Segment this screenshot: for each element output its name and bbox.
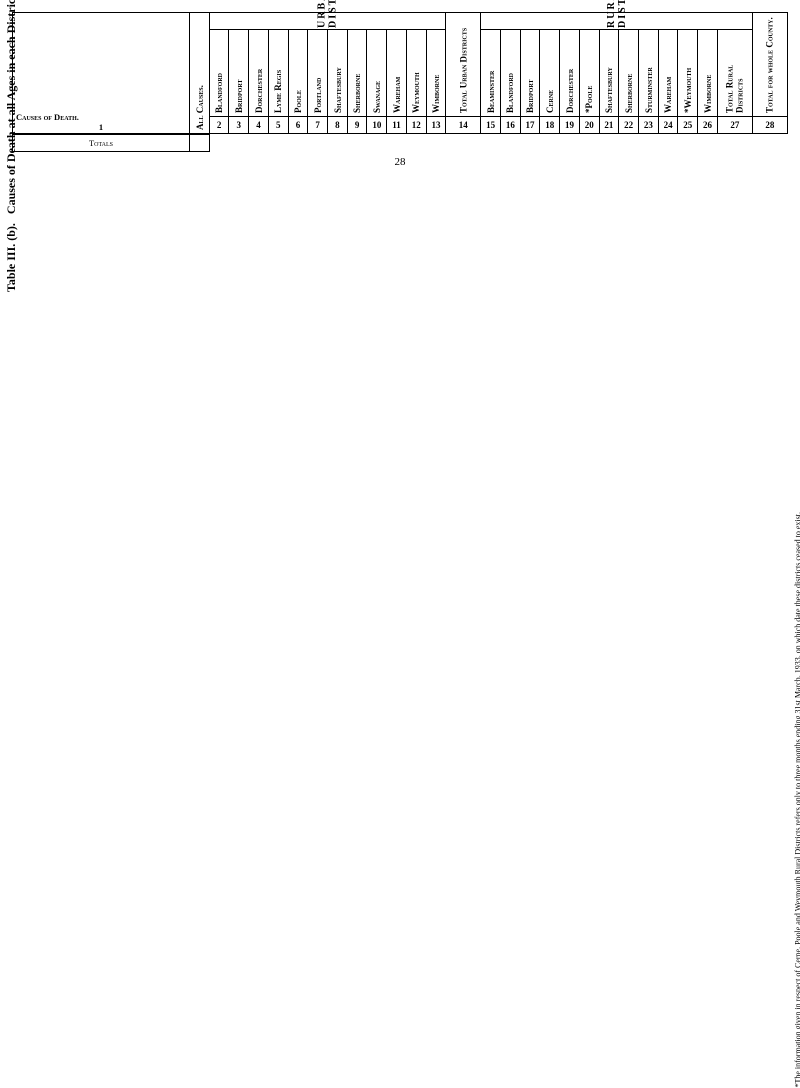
urban-group-header: URBAN DISTRICTS. <box>209 13 446 30</box>
district-header: Total for whole County. <box>752 13 787 117</box>
district-num: 10 <box>367 117 387 134</box>
district-header: Poole <box>288 30 308 117</box>
district-num: 28 <box>752 117 787 134</box>
district-num: 13 <box>426 117 446 134</box>
district-header: Swanage <box>367 30 387 117</box>
district-num: 16 <box>500 117 520 134</box>
district-header: Weymouth <box>406 30 426 117</box>
district-num: 3 <box>229 117 249 134</box>
causes-header: Causes of Death. <box>16 112 186 122</box>
district-header: Total Urban Districts <box>446 13 481 117</box>
district-num: 11 <box>387 117 407 134</box>
district-num: 22 <box>619 117 639 134</box>
district-num: 18 <box>540 117 560 134</box>
district-header: Wareham <box>658 30 678 117</box>
totals-cell <box>190 134 210 152</box>
district-num: 8 <box>328 117 348 134</box>
table-title: Causes of Death at all Ages in each Dist… <box>4 0 18 214</box>
district-num: 5 <box>268 117 288 134</box>
district-num: 24 <box>658 117 678 134</box>
district-header: Dorchester <box>249 30 269 117</box>
district-header: Blandford <box>209 30 229 117</box>
mortality-table: Causes of Death. 1 All Causes. URBAN DIS… <box>12 12 788 152</box>
district-header: Beaminster <box>481 30 501 117</box>
district-header: *Poole <box>579 30 599 117</box>
page-number: 28 <box>12 156 788 168</box>
district-num: 26 <box>698 117 718 134</box>
district-num: 4 <box>249 117 269 134</box>
district-num: 14 <box>446 117 481 134</box>
district-header: Sherborne <box>347 30 367 117</box>
district-header: Dorchester <box>560 30 580 117</box>
district-header: Lyme Regis <box>268 30 288 117</box>
district-header: Sturminster <box>639 30 659 117</box>
all-causes-header: All Causes. <box>190 13 210 134</box>
district-num: 6 <box>288 117 308 134</box>
district-header: Cerne <box>540 30 560 117</box>
district-num: 7 <box>308 117 328 134</box>
district-num: 15 <box>481 117 501 134</box>
district-num: 27 <box>717 117 752 134</box>
side-footnote: *The information given in respect of Cer… <box>794 512 800 1088</box>
district-num: 21 <box>599 117 619 134</box>
district-header: Blandford <box>500 30 520 117</box>
causes-header-num: 1 <box>16 122 186 132</box>
district-num: 20 <box>579 117 599 134</box>
district-num: 23 <box>639 117 659 134</box>
district-num: 17 <box>520 117 540 134</box>
district-header: Shaftesbury <box>328 30 348 117</box>
district-header: Wareham <box>387 30 407 117</box>
district-header: Shaftesbury <box>599 30 619 117</box>
district-num: 9 <box>347 117 367 134</box>
district-header: Wimborne <box>426 30 446 117</box>
district-num: 19 <box>560 117 580 134</box>
district-header: Sherborne <box>619 30 639 117</box>
totals-label: Totals <box>13 134 190 152</box>
district-header: Bridport <box>520 30 540 117</box>
district-header: Total Rural Districts <box>717 30 752 117</box>
district-num: 25 <box>678 117 698 134</box>
district-header: Portland <box>308 30 328 117</box>
district-header: *Weymouth <box>678 30 698 117</box>
table-subtitle: Table III. (b). <box>4 223 18 292</box>
district-num: 12 <box>406 117 426 134</box>
rural-group-header: RURAL DISTRICTS. <box>481 13 753 30</box>
district-header: Wimborne <box>698 30 718 117</box>
district-header: Bridport <box>229 30 249 117</box>
district-num: 2 <box>209 117 229 134</box>
